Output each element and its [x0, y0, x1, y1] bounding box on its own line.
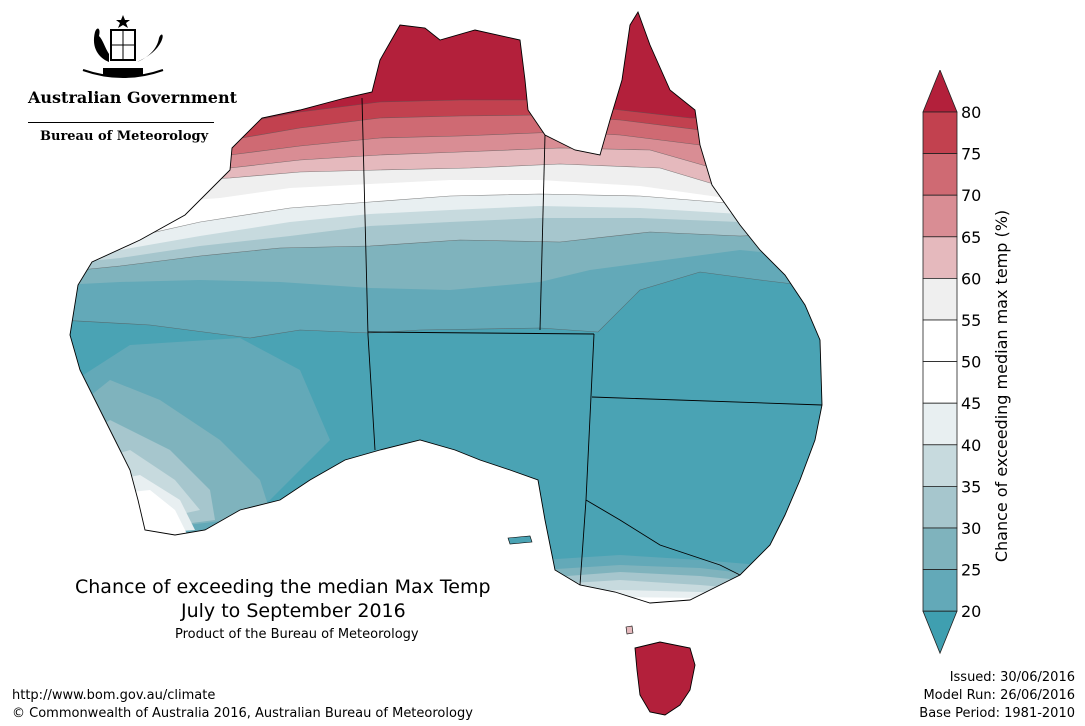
legend-band — [922, 236, 958, 279]
agency-name: Bureau of Meteorology — [40, 129, 209, 144]
legend-band — [922, 569, 958, 612]
legend-tick-label: 35 — [961, 477, 981, 496]
legend-band — [922, 277, 958, 321]
legend-over-arrow — [922, 70, 958, 113]
legend-tick-label: 65 — [961, 228, 981, 247]
legend-tick-label: 55 — [961, 311, 981, 330]
map-title: Chance of exceeding the median Max Temp — [75, 576, 491, 598]
map-subtitle: July to September 2016 — [181, 600, 406, 622]
legend-tick-label: 45 — [961, 394, 981, 413]
coat-of-arms-icon — [82, 15, 164, 78]
divider — [28, 122, 214, 123]
source-url[interactable]: http://www.bom.gov.au/climate — [12, 688, 216, 703]
legend-tick-label: 40 — [961, 436, 981, 455]
legend-tick-label: 60 — [961, 269, 981, 288]
legend-tick-label: 50 — [961, 353, 981, 372]
legend-tick-label: 20 — [961, 602, 981, 621]
model-run-date: Model Run: 26/06/2016 — [923, 688, 1075, 703]
legend-band — [922, 361, 958, 404]
legend-band — [922, 402, 958, 446]
legend-tick-label: 75 — [961, 145, 981, 164]
bom-logo: Australian Government Bureau of Meteorol… — [28, 10, 237, 144]
color-legend: 80 75 70 65 60 55 50 45 40 35 30 25 20 Chance of exc… — [922, 70, 1011, 655]
copyright-text: © Commonwealth of Australia 2016, Austra… — [12, 706, 473, 721]
legend-band — [922, 194, 958, 238]
legend-band — [922, 111, 958, 154]
legend-band — [922, 527, 958, 570]
base-period: Base Period: 1981-2010 — [919, 706, 1075, 721]
legend-band — [922, 153, 958, 196]
legend-tick-label: 70 — [961, 186, 981, 205]
legend-under-arrow — [922, 610, 958, 655]
issued-date: Issued: 30/06/2016 — [949, 670, 1075, 685]
product-credit: Product of the Bureau of Meteorology — [175, 627, 419, 642]
legend-tick-label: 80 — [961, 103, 981, 122]
legend-tick-label: 25 — [961, 561, 981, 580]
legend-band — [922, 444, 958, 487]
gov-name: Australian Government — [28, 88, 237, 107]
legend-band — [922, 319, 958, 362]
legend-tick-label: 30 — [961, 519, 981, 538]
legend-title: Chance of exceeding median max temp (%) — [992, 210, 1011, 562]
legend-band — [922, 485, 958, 529]
